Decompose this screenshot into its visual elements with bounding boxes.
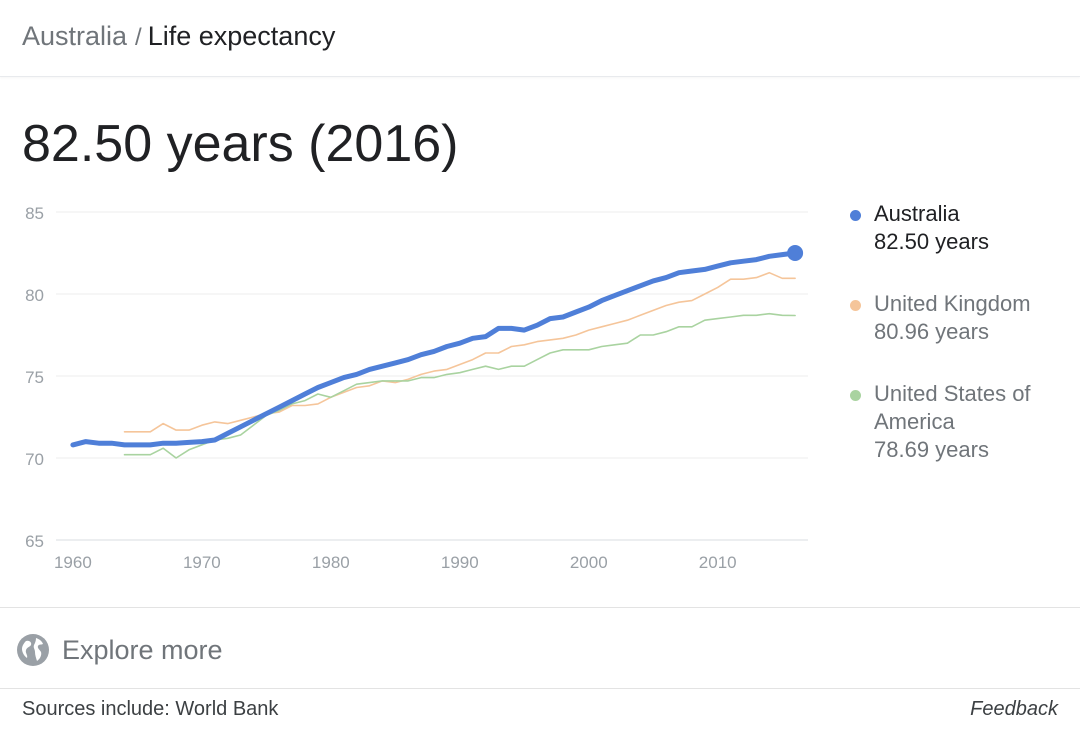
legend-value: 78.69 years: [874, 437, 989, 462]
x-tick-label: 2000: [570, 553, 608, 572]
header-bar: Australia / Life expectancy: [0, 0, 1080, 77]
series-line-australia: [70, 250, 798, 448]
x-tick-label: 1990: [441, 553, 479, 572]
breadcrumb-topic: Life expectancy: [147, 21, 336, 51]
legend-value: 82.50 years: [874, 229, 989, 254]
y-tick-label: 85: [25, 204, 44, 223]
y-tick-label: 80: [25, 286, 44, 305]
x-tick-label: 1980: [312, 553, 350, 572]
chart-legend: Australia 82.50 years United Kingdom 80.…: [848, 200, 1068, 498]
series-line-united-kingdom: [123, 271, 796, 433]
explore-more-label: Explore more: [62, 634, 223, 665]
divider: [0, 607, 1080, 608]
x-tick-label: 1970: [183, 553, 221, 572]
latest-point-marker: [787, 245, 804, 261]
legend-name: United Kingdom: [874, 291, 1031, 316]
legend-entry-australia[interactable]: Australia 82.50 years: [848, 200, 1068, 256]
legend-entry-united-states[interactable]: United States of America 78.69 years: [848, 380, 1064, 464]
life-expectancy-chart: 65 70 75 80 85 1960 1970 1980 1990 2000 2010: [25, 204, 808, 572]
legend-entry-united-kingdom[interactable]: United Kingdom 80.96 years: [848, 290, 1068, 346]
x-tick-label: 1960: [54, 553, 92, 572]
series-line-united-states-of-america: [123, 312, 796, 459]
legend-dot-australia: [850, 210, 861, 221]
legend-dot-united-kingdom: [850, 300, 861, 311]
legend-value: 80.96 years: [874, 319, 989, 344]
explore-more-button[interactable]: Explore more: [14, 630, 223, 670]
breadcrumb-separator: /: [135, 24, 142, 51]
globe-icon: [17, 634, 49, 666]
legend-name: United States of America: [874, 381, 1031, 434]
y-tick-label: 70: [25, 450, 44, 469]
divider: [0, 688, 1080, 689]
sources-text: Sources include: World Bank: [22, 698, 279, 720]
legend-name: Australia: [874, 201, 960, 226]
feedback-link[interactable]: Feedback: [970, 698, 1058, 720]
y-tick-label: 65: [25, 532, 44, 551]
legend-dot-united-states: [850, 390, 861, 401]
headline-value: 82.50 years (2016): [22, 115, 459, 173]
breadcrumb: Australia / Life expectancy: [22, 19, 335, 55]
breadcrumb-country-link[interactable]: Australia: [22, 21, 128, 51]
y-tick-label: 75: [25, 368, 44, 387]
x-tick-label: 2010: [699, 553, 737, 572]
